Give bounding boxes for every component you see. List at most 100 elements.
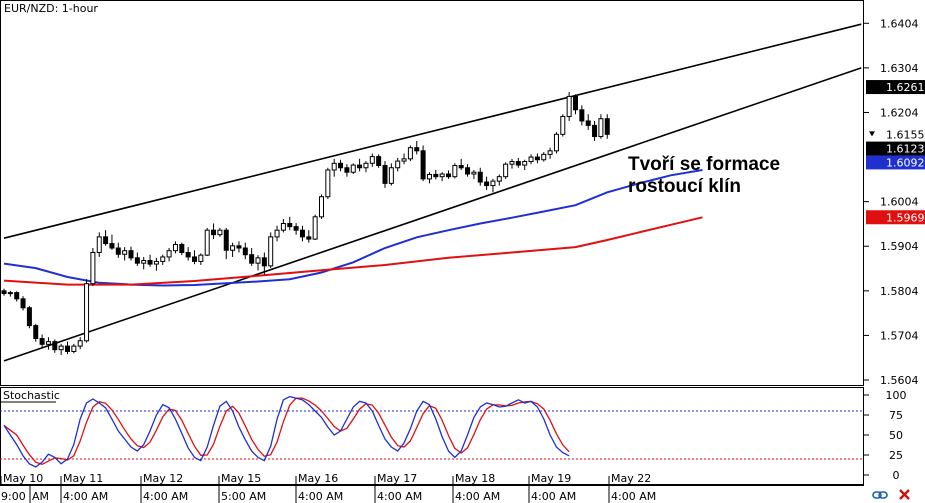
candle	[547, 147, 553, 159]
candle-body-up	[490, 180, 496, 187]
candle	[65, 341, 70, 355]
chart-title: EUR/NZD: 1-hour	[4, 2, 98, 15]
candle	[7, 290, 13, 297]
candle-body-up	[274, 229, 280, 238]
candle-body-down	[414, 147, 420, 152]
candle-body-up	[439, 173, 445, 178]
candle	[477, 167, 483, 186]
candle-body-up	[153, 260, 159, 265]
close-x-icon[interactable]	[899, 489, 910, 500]
price-marker-bg	[866, 127, 925, 142]
candle	[166, 248, 172, 262]
time-label: AM	[32, 490, 49, 503]
candle	[134, 252, 140, 266]
candle	[26, 305, 32, 329]
candle-body-down	[33, 325, 39, 340]
link-icon[interactable]	[872, 491, 888, 499]
candle-body-up	[166, 250, 172, 258]
candle-body-down	[382, 165, 388, 184]
candle	[268, 232, 274, 269]
candle-body-up	[401, 158, 407, 162]
candle-body-up	[496, 176, 502, 182]
candle	[58, 343, 64, 356]
candle-body-down	[433, 173, 439, 178]
candle-body-down	[109, 243, 115, 249]
candle-body-up	[426, 173, 432, 180]
candle-body-down	[242, 247, 248, 256]
candle-body-down	[26, 307, 32, 327]
candle-body-up	[90, 251, 96, 285]
candle	[236, 241, 242, 253]
candle	[515, 157, 521, 168]
price-marker-bg	[866, 141, 925, 156]
candle-body-up	[350, 164, 356, 173]
candle	[382, 161, 388, 188]
candle	[77, 337, 83, 350]
price-tick-label: 1.6204	[880, 106, 919, 119]
candle	[96, 232, 102, 257]
price-marker-bg	[866, 210, 925, 225]
candle	[261, 252, 267, 275]
candle	[141, 256, 147, 270]
candle-body-down	[534, 156, 540, 161]
candle-body-down	[103, 236, 109, 245]
candle-body-up	[553, 133, 559, 152]
time-label: 5:00 AM	[221, 490, 266, 503]
candle-body-down	[52, 341, 58, 351]
candle	[509, 158, 515, 169]
candle	[541, 152, 547, 162]
stochastic-pane-frame	[0, 387, 864, 485]
candle	[217, 227, 223, 237]
candle	[33, 323, 39, 342]
candle	[414, 141, 420, 155]
candle	[401, 153, 407, 165]
wedge-lower-line	[3, 67, 862, 362]
candle-body-up	[471, 171, 477, 175]
candle-body-up	[319, 196, 324, 218]
price-tick-label: 1.5704	[880, 329, 919, 342]
candle	[566, 91, 572, 121]
candle	[115, 242, 121, 258]
date-label: May 18	[455, 472, 495, 485]
candle	[204, 227, 210, 257]
candle-body-down	[147, 260, 153, 265]
candle	[255, 255, 261, 271]
candle	[84, 279, 90, 343]
candle	[90, 248, 96, 286]
candle	[573, 94, 578, 115]
annotation-line-1: Tvoří se formace	[628, 154, 780, 175]
stochastic-tick-label: 0	[893, 469, 900, 482]
candle-body-down	[573, 95, 578, 111]
candle-body-up	[566, 95, 572, 117]
candle	[496, 174, 502, 186]
candle-body-up	[280, 222, 286, 231]
candle	[147, 254, 153, 267]
price-marker-bg	[866, 80, 925, 95]
candle	[293, 223, 299, 235]
candle-body-down	[515, 161, 521, 166]
candle-body-down	[604, 118, 610, 135]
candle	[14, 291, 20, 302]
candle-body-down	[134, 257, 140, 264]
price-marker: 1.6123	[866, 141, 925, 156]
candle	[274, 225, 280, 242]
candle	[172, 241, 178, 254]
price-pane-frame	[0, 0, 864, 386]
stochastic-tick-label: 50	[889, 429, 903, 442]
candle	[192, 250, 197, 265]
candle	[465, 164, 471, 177]
candle-body-down	[192, 256, 197, 262]
price-marker: 1.5969	[866, 210, 925, 225]
price-tick-label: 1.6404	[880, 17, 919, 30]
date-label: May 12	[143, 472, 183, 485]
candle-body-up	[7, 292, 13, 295]
candle-body-down	[293, 226, 299, 231]
candle	[560, 114, 566, 137]
candle	[592, 120, 598, 142]
candlesticks	[1, 91, 610, 356]
candle	[20, 296, 26, 311]
candle	[198, 253, 204, 265]
candle-body-up	[388, 167, 394, 184]
date-label: May 11	[63, 472, 103, 485]
